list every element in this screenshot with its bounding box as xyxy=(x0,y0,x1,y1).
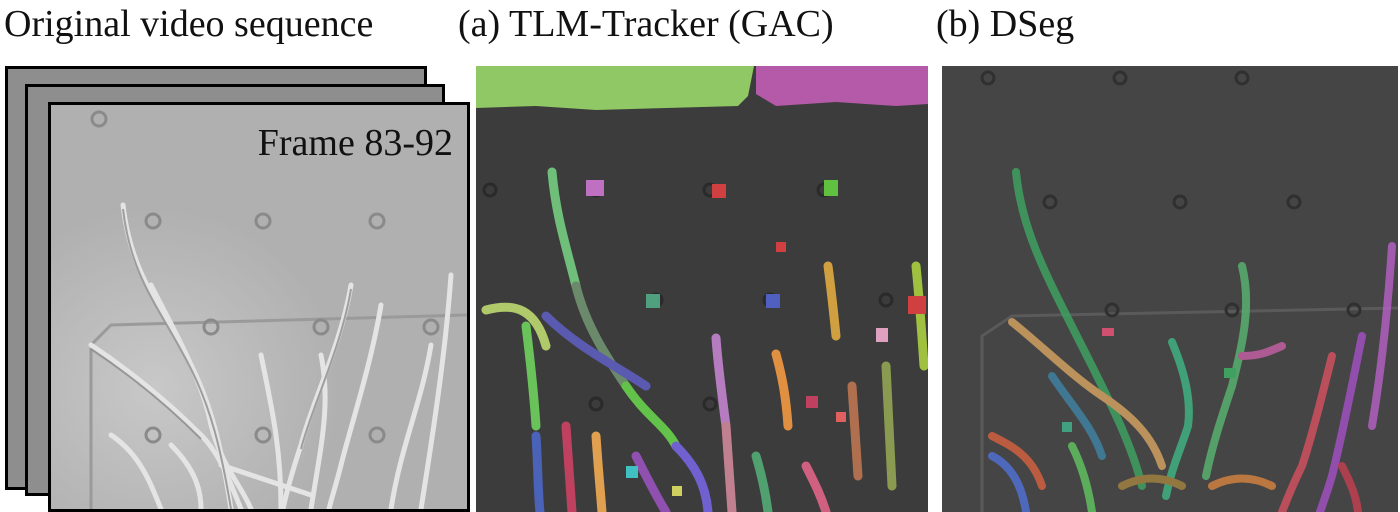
tracked-segments xyxy=(481,167,928,512)
frame-range-label: Frame 83-92 xyxy=(257,122,453,164)
region-green-top xyxy=(476,66,754,110)
microscopy-image xyxy=(51,105,467,509)
panel-dseg-result xyxy=(942,66,1398,512)
marker-grid xyxy=(90,110,440,444)
video-frame-front: Frame 83-92 xyxy=(48,102,470,512)
caption-original-video-sequence: Original video sequence xyxy=(4,3,374,45)
dseg-segments xyxy=(988,168,1396,512)
region-purple-top xyxy=(756,66,928,106)
caption-tlm-tracker-gac: (a) TLM-Tracker (GAC) xyxy=(458,3,834,45)
dseg-segmentation xyxy=(942,66,1398,512)
spot-detections xyxy=(586,180,926,496)
filaments xyxy=(88,202,454,509)
tlm-tracker-segmentation xyxy=(476,66,928,512)
dseg-spots xyxy=(1062,328,1236,432)
panel-tlm-tracker-result xyxy=(476,66,928,512)
caption-dseg: (b) DSeg xyxy=(936,3,1075,45)
